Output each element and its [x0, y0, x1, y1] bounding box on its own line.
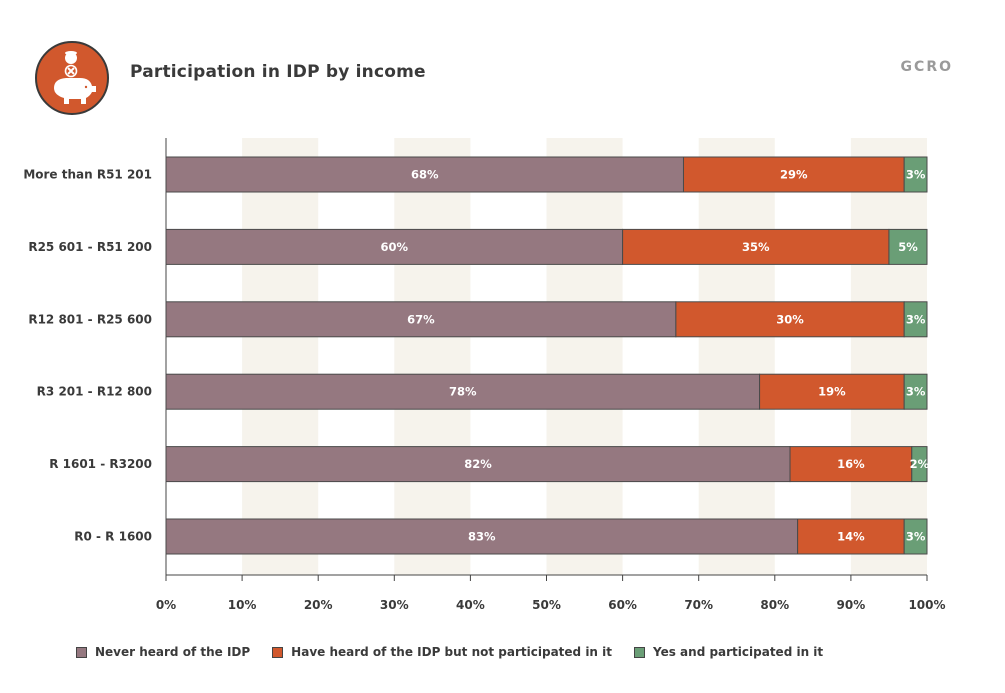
bar-segment	[759, 373, 905, 410]
data-label: 3%	[906, 385, 926, 399]
bar-segment	[165, 446, 791, 483]
data-label: 83%	[468, 530, 496, 544]
x-tick-label: 10%	[228, 598, 257, 612]
chart-title: Participation in IDP by income	[130, 62, 426, 82]
grid-band	[698, 138, 775, 575]
bar-segment	[682, 156, 905, 193]
bar-segment	[911, 446, 928, 483]
grid-band	[394, 138, 471, 575]
x-tick-label: 30%	[380, 598, 409, 612]
category-label: R12 801 - R25 600	[28, 312, 152, 326]
data-label: 68%	[411, 168, 439, 182]
bar-segment	[165, 156, 684, 193]
legend: Never heard of the IDP Have heard of the…	[76, 645, 845, 659]
category-label: R25 601 - R51 200	[28, 240, 152, 254]
data-label: 16%	[837, 457, 865, 471]
category-label: R3 201 - R12 800	[37, 385, 152, 399]
grid-band	[546, 138, 623, 575]
bar-segment	[165, 373, 761, 410]
bar-segment	[165, 518, 799, 555]
legend-label-participated: Yes and participated in it	[653, 645, 824, 659]
data-label: 82%	[464, 457, 492, 471]
x-tick-label: 80%	[760, 598, 789, 612]
legend-label-never: Never heard of the IDP	[95, 645, 251, 659]
data-label: 5%	[898, 240, 918, 254]
bar-segment	[789, 446, 913, 483]
legend-item-participated: Yes and participated in it	[634, 645, 823, 659]
legend-swatch-heard	[272, 646, 284, 658]
bar-segment	[165, 301, 677, 338]
category-label: R0 - R 1600	[74, 530, 152, 544]
x-tick-label: 100%	[908, 598, 945, 612]
category-label: More than R51 201	[23, 168, 152, 182]
piggy-bank-coin-icon	[34, 40, 110, 116]
x-tick-label: 20%	[304, 598, 333, 612]
bar-segment	[622, 228, 890, 265]
data-label: 19%	[818, 385, 846, 399]
x-tick-label: 0%	[156, 598, 176, 612]
bar-segment	[903, 156, 928, 193]
gcro-logo: GCRO	[900, 59, 953, 75]
x-tick-label: 90%	[837, 598, 866, 612]
x-tick-label: 50%	[532, 598, 561, 612]
bar-segment	[903, 301, 928, 338]
stacked-bar-chart: 0% 10% 20% 30% 40% 50% 60% 70% 80% 90% 100% More th…	[23, 138, 946, 612]
data-label: 35%	[742, 240, 770, 254]
legend-swatch-participated	[634, 646, 645, 658]
grid-band	[242, 138, 319, 575]
data-label: 14%	[837, 530, 865, 544]
bar-segment	[675, 301, 905, 338]
x-tick-label: 40%	[456, 598, 485, 612]
bar-segment	[903, 373, 928, 410]
bar-segment	[165, 228, 624, 265]
x-tick-label: 60%	[608, 598, 637, 612]
legend-item-heard: Have heard of the IDP but not participat…	[272, 645, 612, 659]
data-label: 2%	[910, 457, 930, 471]
data-label: 29%	[780, 168, 808, 182]
data-label: 60%	[381, 240, 409, 254]
bar-segment	[797, 518, 905, 555]
data-label: 78%	[449, 385, 477, 399]
data-label: 3%	[906, 168, 926, 182]
data-label: 3%	[906, 312, 926, 326]
legend-item-never: Never heard of the IDP	[76, 645, 250, 659]
data-label: 3%	[906, 530, 926, 544]
data-label: 30%	[776, 312, 804, 326]
data-label: 67%	[407, 312, 435, 326]
bar-segment	[888, 228, 928, 265]
bar-segment	[903, 518, 928, 555]
category-label: R 1601 - R3200	[49, 457, 152, 471]
x-tick-label: 70%	[684, 598, 713, 612]
grid-band	[850, 138, 927, 575]
legend-label-heard: Have heard of the IDP but not participat…	[291, 645, 612, 659]
legend-swatch-never	[76, 646, 87, 658]
